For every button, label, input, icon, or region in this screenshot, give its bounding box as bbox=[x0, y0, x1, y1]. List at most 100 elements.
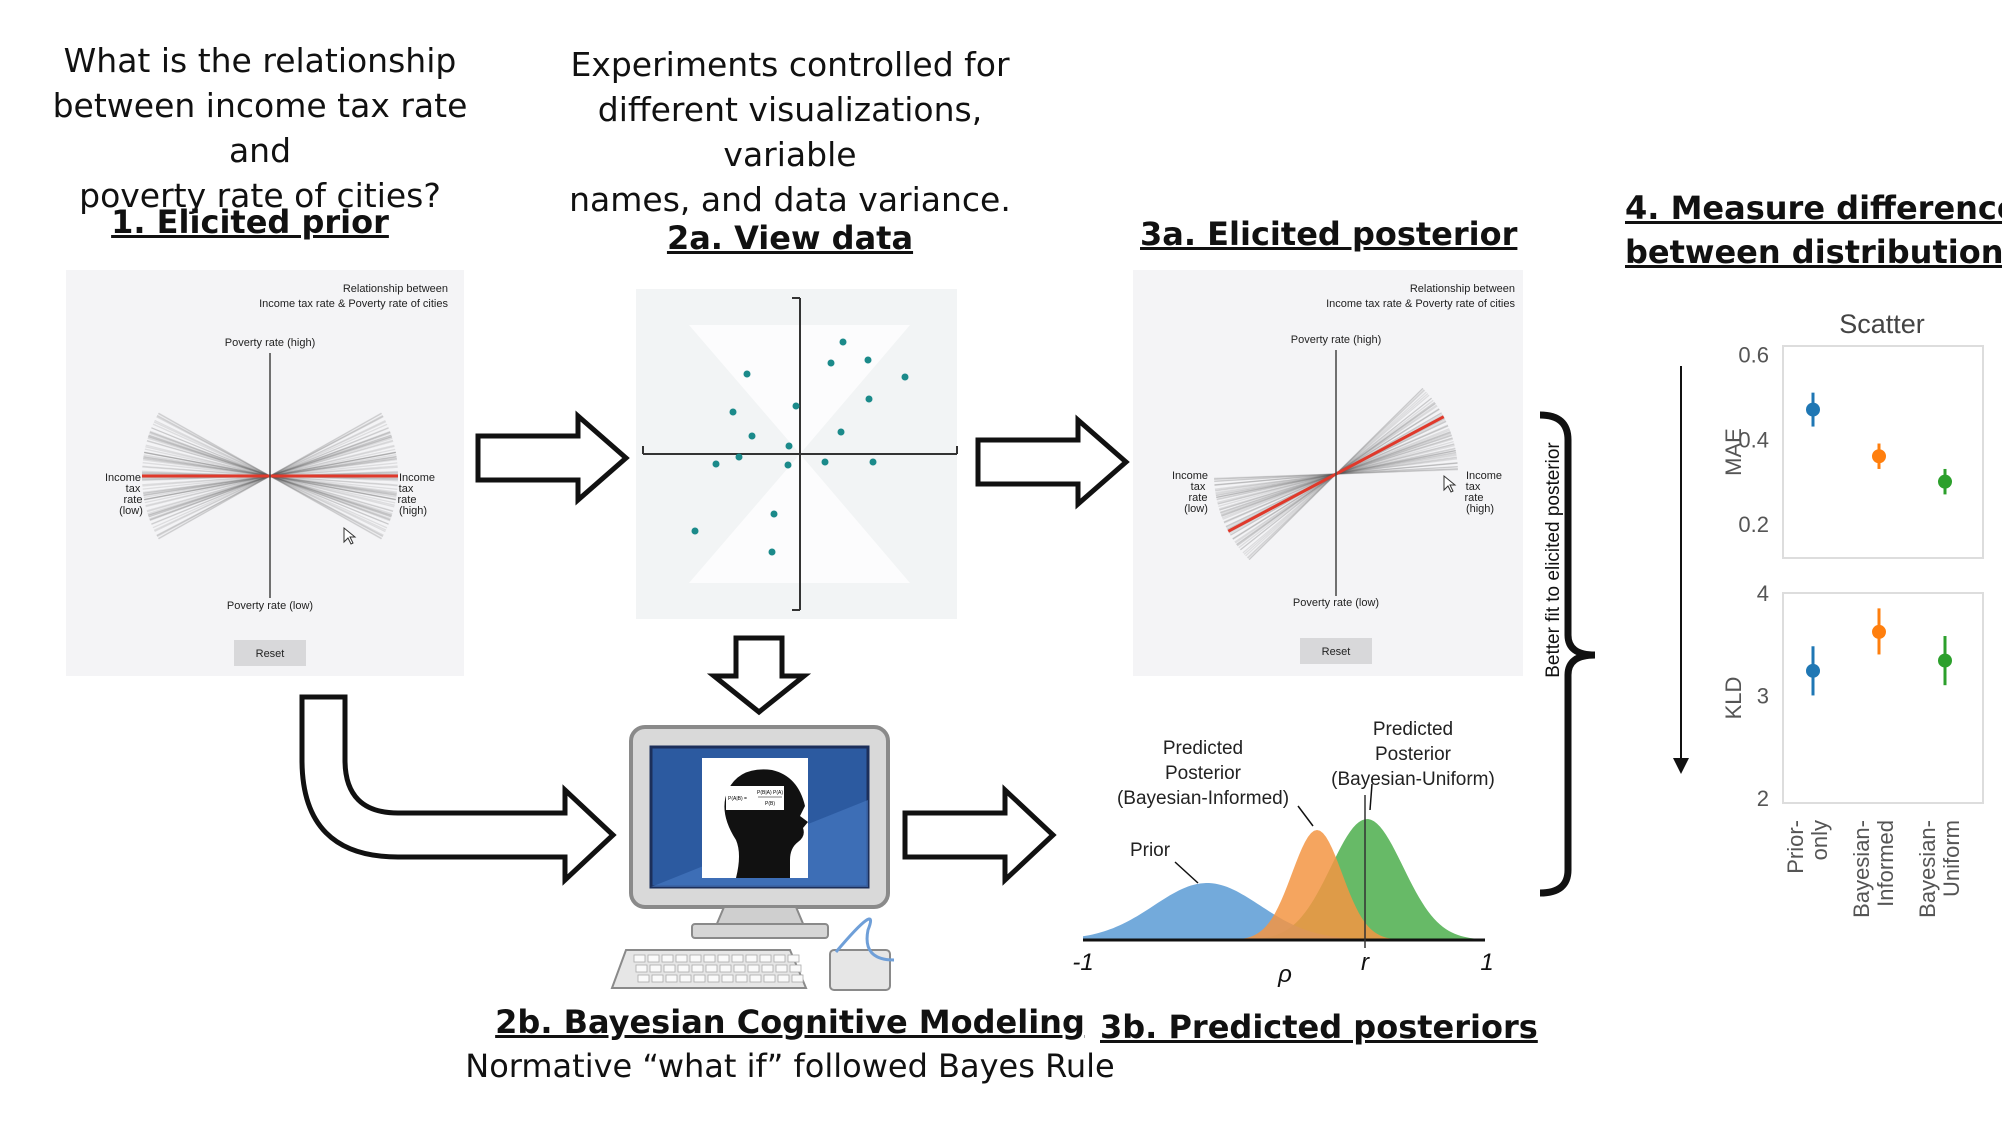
view-data-panel bbox=[636, 289, 958, 619]
prior-x-low-4: (low) bbox=[119, 505, 143, 517]
hand-cursor-icon bbox=[1443, 474, 1457, 493]
data-point bbox=[864, 356, 872, 364]
prior-curve bbox=[1083, 883, 1485, 940]
uniform-label-2: Posterior bbox=[1375, 744, 1452, 765]
data-point bbox=[768, 548, 776, 556]
post-reset-label: Reset bbox=[1322, 646, 1351, 658]
arrow-right-icon bbox=[975, 414, 1130, 510]
data-point bbox=[1938, 653, 1952, 668]
metric-panel-frame bbox=[1782, 592, 1984, 804]
prior-x-low-1: Income bbox=[105, 472, 141, 484]
question-line-1: What is the relationship bbox=[63, 41, 457, 80]
data-point bbox=[821, 458, 829, 466]
prior-reset-label: Reset bbox=[256, 648, 285, 660]
step-view-data-heading: 2a. View data bbox=[666, 219, 914, 257]
y-tick-label: 0.2 bbox=[1738, 512, 1769, 537]
data-point bbox=[837, 428, 845, 436]
x-tick-label: Uniform bbox=[1939, 820, 1964, 897]
data-point bbox=[869, 458, 877, 466]
tick-min: -1 bbox=[1072, 949, 1093, 976]
y-axis-label: KLD bbox=[1721, 677, 1746, 720]
post-y-low-label: Poverty rate (low) bbox=[1293, 597, 1379, 609]
formula-numerator: P(B|A) P(A) bbox=[757, 790, 783, 796]
curved-arrow-icon bbox=[299, 694, 617, 886]
step-predicted-posteriors-heading: 3b. Predicted posteriors bbox=[1100, 1008, 1538, 1046]
step-elicited-posterior-heading: 3a. Elicited posterior bbox=[1140, 215, 1518, 253]
arrow-down-icon bbox=[1673, 758, 1689, 774]
arrow-down-icon bbox=[706, 635, 812, 716]
step-measure-heading-1: 4. Measure difference bbox=[1625, 189, 2002, 227]
data-point bbox=[748, 432, 756, 440]
informed-label-2: Posterior bbox=[1165, 763, 1242, 784]
question-line-3: poverty rate of cities? bbox=[79, 176, 441, 215]
prior-panel-title-1: Relationship between bbox=[343, 283, 448, 295]
post-x-low-1: Income bbox=[1172, 470, 1208, 482]
post-x-low-4: (low) bbox=[1184, 503, 1208, 515]
data-point bbox=[712, 460, 720, 468]
y-tick-label: 0.6 bbox=[1738, 342, 1769, 367]
prior-x-high-1: Income bbox=[399, 472, 435, 484]
uniform-label-3: (Bayesian-Uniform) bbox=[1331, 769, 1495, 790]
post-reset-button[interactable]: Reset bbox=[1300, 638, 1372, 664]
prior-x-high-2: tax bbox=[399, 483, 414, 495]
uniform-posterior-curve bbox=[1083, 819, 1485, 940]
prior-x-high-4: (high) bbox=[399, 505, 427, 517]
informed-label-1: Predicted bbox=[1163, 738, 1243, 759]
y-tick-label: 0.4 bbox=[1738, 427, 1769, 452]
prior-x-high-3: rate bbox=[398, 494, 417, 506]
uniform-label-1: Predicted bbox=[1373, 719, 1453, 740]
experiments-line-3: names, and data variance. bbox=[569, 180, 1011, 219]
data-point bbox=[735, 453, 743, 461]
prior-reset-button[interactable]: Reset bbox=[234, 640, 306, 666]
step-elicited-prior-heading: 1. Elicited prior bbox=[111, 203, 389, 241]
data-point bbox=[1806, 402, 1820, 417]
step-bayesian-modeling-heading: 2b. Bayesian Cognitive Modeling bbox=[495, 1003, 1085, 1041]
post-panel-title-2: Income tax rate & Poverty rate of cities bbox=[1326, 298, 1515, 310]
data-point bbox=[1806, 663, 1820, 678]
tick-r: r bbox=[1361, 949, 1370, 976]
chart-title: Scatter bbox=[1839, 309, 1925, 339]
x-tick-label: Prior- bbox=[1783, 820, 1808, 874]
formula-lhs: P(A|B) = bbox=[728, 796, 747, 802]
formula-denominator: P(B) bbox=[765, 801, 775, 807]
post-x-low-3: rate bbox=[1189, 492, 1208, 504]
data-point bbox=[792, 402, 800, 410]
tick-rho: ρ bbox=[1277, 961, 1292, 988]
computer-icon: P(A|B) = P(B|A) P(A) P(B) bbox=[610, 725, 895, 991]
post-x-low-2: tax bbox=[1191, 481, 1206, 493]
informed-posterior-curve bbox=[1083, 830, 1485, 940]
post-x-high-1: Income bbox=[1466, 470, 1502, 482]
data-point bbox=[784, 461, 792, 469]
hand-cursor-icon bbox=[343, 526, 357, 545]
y-tick-label: 4 bbox=[1757, 581, 1769, 606]
prior-label: Prior bbox=[1130, 840, 1171, 861]
elicited-prior-panel: Relationship between Income tax rate & P… bbox=[66, 270, 464, 676]
prior-y-low-label: Poverty rate (low) bbox=[227, 600, 313, 612]
post-x-high-4: (high) bbox=[1466, 503, 1494, 515]
post-y-high-label: Poverty rate (high) bbox=[1291, 334, 1381, 346]
x-tick-label: Bayesian- bbox=[1849, 820, 1874, 918]
experiments-line-1: Experiments controlled for bbox=[570, 45, 1010, 84]
data-point bbox=[729, 408, 737, 416]
x-tick-label: Informed bbox=[1873, 820, 1898, 907]
step-measure-heading-2: between distributions bbox=[1625, 233, 2002, 271]
data-point bbox=[827, 359, 835, 367]
data-point bbox=[770, 510, 778, 518]
step-bayesian-modeling-subtitle: Normative “what if” followed Bayes Rule bbox=[465, 1047, 1115, 1085]
post-panel-title-1: Relationship between bbox=[1410, 283, 1515, 295]
data-point bbox=[1872, 624, 1886, 639]
predicted-posteriors-plot: Prior Predicted Posterior (Bayesian-Info… bbox=[1072, 719, 1495, 988]
prior-x-low-2: tax bbox=[126, 483, 141, 495]
data-point bbox=[1938, 474, 1952, 489]
data-point bbox=[901, 373, 909, 381]
question-line-2: between income tax rate and bbox=[52, 86, 468, 170]
bracket-arrow-label: Better fit to elicited posterior bbox=[1543, 442, 1564, 678]
elicited-posterior-panel: Relationship between Income tax rate & P… bbox=[1133, 270, 1523, 676]
data-point bbox=[839, 338, 847, 346]
prior-x-low-3: rate bbox=[124, 494, 143, 506]
data-points bbox=[691, 338, 909, 556]
bracket-icon bbox=[1539, 411, 1596, 897]
data-point bbox=[785, 442, 793, 450]
data-point bbox=[691, 527, 699, 535]
post-x-high-3: rate bbox=[1465, 492, 1484, 504]
